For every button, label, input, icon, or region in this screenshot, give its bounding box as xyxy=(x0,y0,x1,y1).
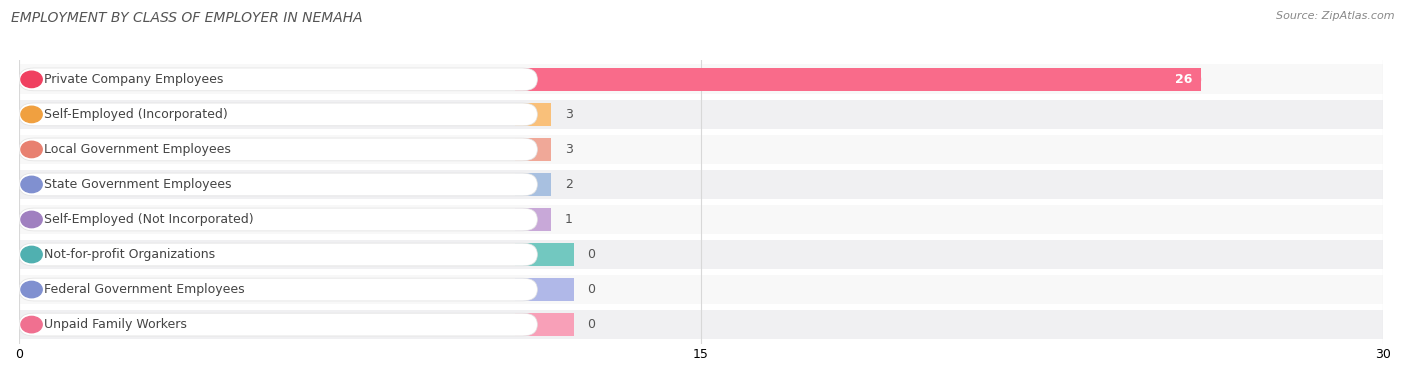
FancyBboxPatch shape xyxy=(20,68,537,91)
Circle shape xyxy=(21,106,42,123)
Bar xyxy=(515,278,574,301)
FancyBboxPatch shape xyxy=(515,103,551,126)
Circle shape xyxy=(21,71,42,88)
Bar xyxy=(20,205,1384,234)
Circle shape xyxy=(21,281,42,298)
Bar xyxy=(515,313,574,336)
Bar xyxy=(20,135,1384,164)
Bar xyxy=(20,65,1384,94)
Text: State Government Employees: State Government Employees xyxy=(44,178,232,191)
FancyBboxPatch shape xyxy=(20,103,537,126)
FancyBboxPatch shape xyxy=(20,138,537,161)
Circle shape xyxy=(21,316,42,333)
FancyBboxPatch shape xyxy=(20,208,537,231)
FancyBboxPatch shape xyxy=(515,243,574,266)
FancyBboxPatch shape xyxy=(515,173,551,196)
Circle shape xyxy=(21,246,42,263)
Text: Federal Government Employees: Federal Government Employees xyxy=(44,283,245,296)
FancyBboxPatch shape xyxy=(515,313,574,336)
Bar xyxy=(515,68,1201,91)
Bar xyxy=(515,103,551,126)
Bar xyxy=(515,173,551,196)
FancyBboxPatch shape xyxy=(515,138,551,161)
FancyBboxPatch shape xyxy=(20,313,537,336)
FancyBboxPatch shape xyxy=(20,278,537,301)
Circle shape xyxy=(21,176,42,193)
Bar xyxy=(515,208,551,231)
Text: EMPLOYMENT BY CLASS OF EMPLOYER IN NEMAHA: EMPLOYMENT BY CLASS OF EMPLOYER IN NEMAH… xyxy=(11,11,363,25)
Text: Self-Employed (Incorporated): Self-Employed (Incorporated) xyxy=(44,108,228,121)
Circle shape xyxy=(21,211,42,228)
FancyBboxPatch shape xyxy=(20,243,537,266)
Text: Private Company Employees: Private Company Employees xyxy=(44,73,224,86)
Bar xyxy=(20,274,1384,305)
FancyBboxPatch shape xyxy=(20,173,537,196)
Bar xyxy=(20,310,1384,340)
Text: 2: 2 xyxy=(565,178,572,191)
FancyBboxPatch shape xyxy=(515,278,574,301)
Bar xyxy=(515,138,551,161)
Text: Source: ZipAtlas.com: Source: ZipAtlas.com xyxy=(1277,11,1395,21)
Text: 26: 26 xyxy=(1175,73,1192,86)
Text: Self-Employed (Not Incorporated): Self-Employed (Not Incorporated) xyxy=(44,213,253,226)
Text: 0: 0 xyxy=(588,318,595,331)
FancyBboxPatch shape xyxy=(515,208,551,231)
Text: 3: 3 xyxy=(565,143,572,156)
FancyBboxPatch shape xyxy=(515,68,1201,91)
Text: 0: 0 xyxy=(588,248,595,261)
Text: Not-for-profit Organizations: Not-for-profit Organizations xyxy=(44,248,215,261)
Text: 0: 0 xyxy=(588,283,595,296)
Bar xyxy=(515,243,574,266)
Circle shape xyxy=(21,141,42,158)
Bar xyxy=(20,170,1384,199)
Text: Local Government Employees: Local Government Employees xyxy=(44,143,231,156)
Bar xyxy=(20,100,1384,129)
Text: Unpaid Family Workers: Unpaid Family Workers xyxy=(44,318,187,331)
Text: 3: 3 xyxy=(565,108,572,121)
Bar xyxy=(20,240,1384,269)
Text: 1: 1 xyxy=(565,213,572,226)
